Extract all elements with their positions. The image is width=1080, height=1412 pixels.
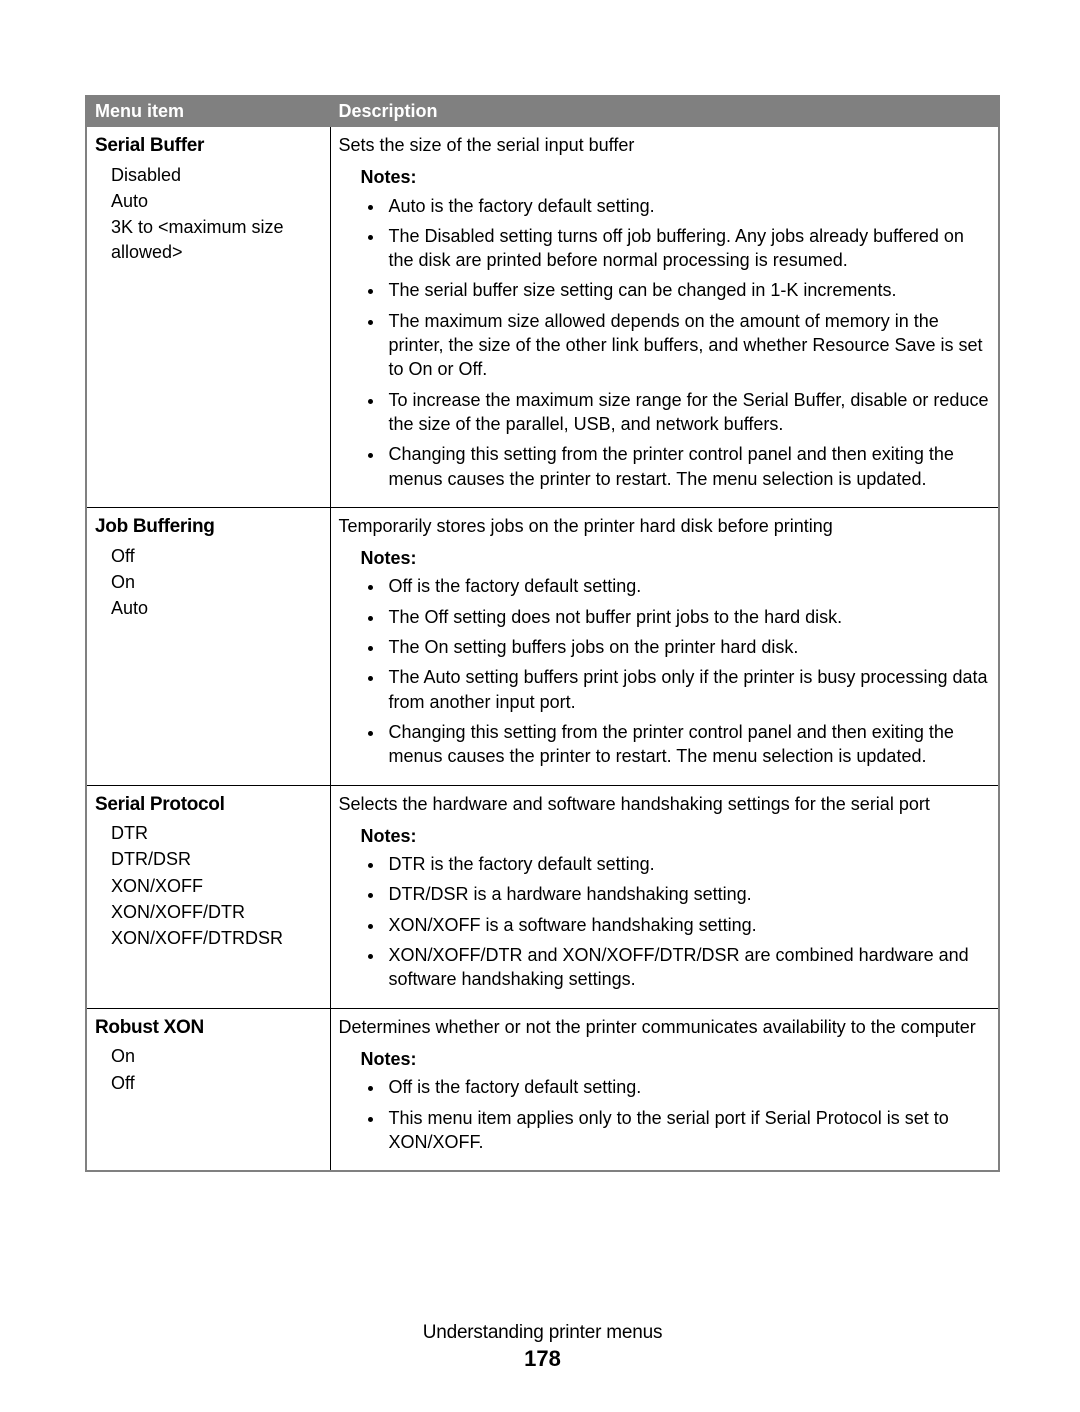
menu-item-options: On Off <box>111 1044 322 1095</box>
menu-option: On <box>111 570 322 594</box>
table-row: Serial Buffer DisabledAuto3K to <maximum … <box>86 127 999 508</box>
note-item: The Off setting does not buffer print jo… <box>385 605 991 629</box>
menu-item-options: OffOnAuto <box>111 544 322 621</box>
description-intro: Determines whether or not the printer co… <box>339 1015 991 1039</box>
menu-option: XON/XOFF/DTRDSR <box>111 926 322 950</box>
table-row: Serial ProtocolDTRDTR/DSRXON/XOFFXON/XOF… <box>86 785 999 1008</box>
menu-item-title: Serial Protocol <box>95 792 322 818</box>
table-row: Job Buffering OffOnAuto Temporarily stores… <box>86 507 999 785</box>
menu-option: XON/XOFF <box>111 874 322 898</box>
menu-item-cell: Serial ProtocolDTRDTR/DSRXON/XOFFXON/XOF… <box>86 785 330 1008</box>
menu-item-title: Job Buffering <box>95 514 322 540</box>
description-cell: Determines whether or not the printer co… <box>330 1008 999 1171</box>
note-item: The maximum size allowed depends on the … <box>385 309 991 382</box>
menu-option: XON/XOFF/DTR <box>111 900 322 924</box>
menu-option: Disabled <box>111 163 322 187</box>
menu-option: Off <box>111 544 322 568</box>
note-item: The serial buffer size setting can be ch… <box>385 278 991 302</box>
menu-option: DTR <box>111 821 322 845</box>
notes-list: Off is the factory default setting. This … <box>361 1075 991 1154</box>
header-menu-item: Menu item <box>86 96 330 127</box>
description-cell: Temporarily stores jobs on the printer h… <box>330 507 999 785</box>
menu-option: Off <box>111 1071 322 1095</box>
note-item: XON/XOFF is a software handshaking setti… <box>385 913 991 937</box>
note-item: The On setting buffers jobs on the print… <box>385 635 991 659</box>
footer-page-number: 178 <box>85 1346 1000 1372</box>
menu-option: Auto <box>111 189 322 213</box>
menu-item-options: DisabledAuto3K to <maximum size allowed> <box>111 163 322 264</box>
page-container: Menu item Description Serial Buffer Disab… <box>0 0 1080 1412</box>
menu-option: On <box>111 1044 322 1068</box>
note-item: Changing this setting from the printer c… <box>385 720 991 769</box>
menu-item-options: DTRDTR/DSR XON/XOFFXON/XOFF/DTRXON/XOFF/D… <box>111 821 322 950</box>
note-item: Changing this setting from the printer c… <box>385 442 991 491</box>
note-item: XON/XOFF/DTR and XON/XOFF/DTR/DSR are co… <box>385 943 991 992</box>
note-item: This menu item applies only to the seria… <box>385 1106 991 1155</box>
note-item: DTR/DSR is a hardware handshaking settin… <box>385 882 991 906</box>
page-footer: Understanding printer menus 178 <box>85 1322 1000 1372</box>
description-intro: Temporarily stores jobs on the printer h… <box>339 514 991 538</box>
notes-list: Auto is the factory default setting. The … <box>361 194 991 491</box>
table-header-row: Menu item Description <box>86 96 999 127</box>
footer-title: Understanding printer menus <box>85 1322 1000 1344</box>
menu-option: Auto <box>111 596 322 620</box>
note-item: DTR is the factory default setting. <box>385 852 991 876</box>
menu-option: DTR/DSR <box>111 847 322 871</box>
menu-item-cell: Job Buffering OffOnAuto <box>86 507 330 785</box>
note-item: Off is the factory default setting. <box>385 1075 991 1099</box>
description-cell: Selects the hardware and software handsh… <box>330 785 999 1008</box>
menu-table: Menu item Description Serial Buffer Disab… <box>85 95 1000 1172</box>
header-description: Description <box>330 96 999 127</box>
menu-item-cell: Robust XON On Off <box>86 1008 330 1171</box>
table-body: Serial BufferDisabledAuto3K to <maximum … <box>86 127 999 1172</box>
description-cell: Sets the size of the serial input buffer… <box>330 127 999 508</box>
notes-label: Notes: <box>361 1047 991 1071</box>
notes-label: Notes: <box>361 824 991 848</box>
note-item: To increase the maximum size range for t… <box>385 388 991 437</box>
notes-label: Notes: <box>361 165 991 189</box>
menu-item-title: Robust XON <box>95 1015 322 1041</box>
note-item: The Disabled setting turns off job buffe… <box>385 224 991 273</box>
description-intro: Sets the size of the serial input buffer <box>339 133 991 157</box>
menu-option: 3K to <maximum size allowed> <box>111 215 322 264</box>
menu-item-cell: Serial Buffer DisabledAuto3K to <maximum … <box>86 127 330 508</box>
menu-item-title: Serial Buffer <box>95 133 322 159</box>
notes-label: Notes: <box>361 546 991 570</box>
notes-list: Off is the factory default setting. The O… <box>361 574 991 768</box>
notes-list: DTR is the factory default setting. DTR/D… <box>361 852 991 991</box>
note-item: The Auto setting buffers print jobs only… <box>385 665 991 714</box>
note-item: Auto is the factory default setting. <box>385 194 991 218</box>
note-item: Off is the factory default setting. <box>385 574 991 598</box>
table-row: Robust XON On Off Determines whether or not… <box>86 1008 999 1171</box>
description-intro: Selects the hardware and software handsh… <box>339 792 991 816</box>
